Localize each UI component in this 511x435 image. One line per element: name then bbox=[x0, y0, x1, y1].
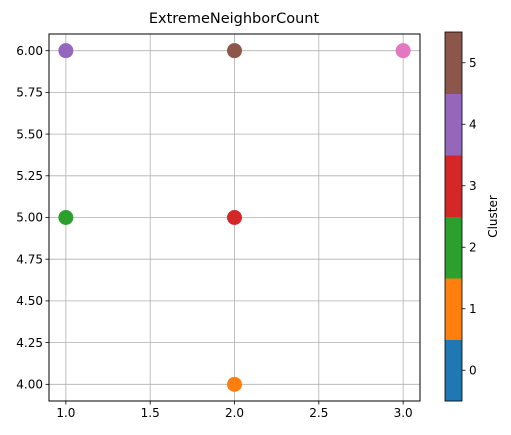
chart-title: ExtremeNeighborCount bbox=[149, 11, 320, 27]
data-point bbox=[227, 43, 242, 59]
colorbar-tick-label: 1 bbox=[469, 302, 477, 316]
colorbar-tick-label: 3 bbox=[469, 179, 477, 193]
colorbar-tick-label: 0 bbox=[469, 363, 477, 377]
colorbar-tick-label: 5 bbox=[469, 56, 477, 70]
data-point bbox=[58, 43, 74, 59]
data-point bbox=[58, 210, 74, 225]
y-tick-label: 5.00 bbox=[16, 211, 43, 225]
x-tick-label: 2.0 bbox=[225, 406, 244, 420]
x-tick-label: 3.0 bbox=[394, 406, 413, 420]
colorbar-segment bbox=[445, 155, 462, 217]
colorbar-segment bbox=[445, 339, 462, 402]
colorbar-tick-label: 4 bbox=[469, 117, 477, 131]
y-tick-label: 4.75 bbox=[16, 252, 43, 266]
colorbar-label: Cluster bbox=[486, 195, 500, 238]
y-tick-label: 5.50 bbox=[16, 127, 43, 141]
y-tick-label: 6.00 bbox=[16, 44, 43, 58]
y-tick-label: 4.50 bbox=[16, 294, 43, 308]
y-tick-label: 4.00 bbox=[16, 378, 43, 392]
y-axis-ticks: 4.00 4.25 4.50 4.75 5.00 5.25 5.50 5.75 6.00 bbox=[16, 44, 49, 392]
colorbar-segment bbox=[445, 216, 462, 279]
colorbar: 0 1 2 3 4 5 bbox=[444, 31, 477, 402]
colorbar-segment bbox=[445, 32, 462, 94]
data-point bbox=[227, 376, 242, 392]
colorbar-tick-label: 2 bbox=[469, 240, 477, 254]
colorbar-segment bbox=[445, 93, 462, 156]
x-tick-label: 1.0 bbox=[56, 406, 75, 420]
y-tick-label: 5.75 bbox=[16, 86, 43, 100]
x-tick-label: 1.5 bbox=[141, 406, 160, 420]
colorbar-frame bbox=[444, 31, 463, 402]
x-axis-ticks: 1.0 1.5 2.0 2.5 3.0 bbox=[56, 401, 413, 420]
data-point bbox=[395, 43, 411, 59]
data-points bbox=[58, 43, 411, 392]
x-tick-label: 2.5 bbox=[309, 406, 328, 420]
data-point bbox=[227, 210, 242, 225]
y-tick-label: 4.25 bbox=[16, 336, 43, 350]
y-tick-label: 5.25 bbox=[16, 169, 43, 183]
colorbar-segment bbox=[445, 278, 462, 340]
